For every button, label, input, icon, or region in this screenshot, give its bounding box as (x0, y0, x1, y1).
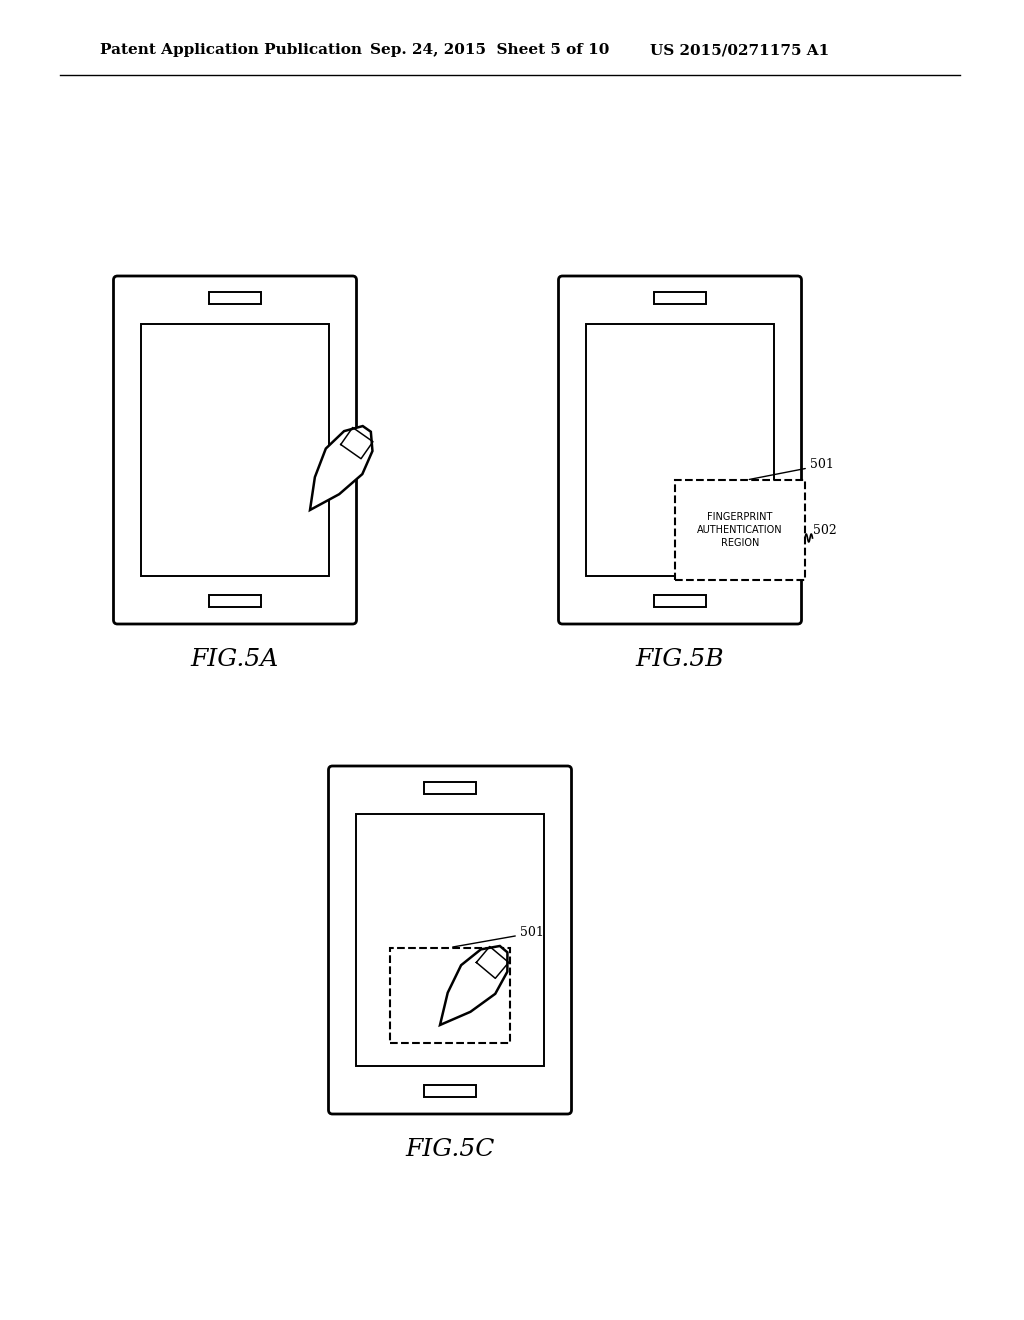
Bar (654, 595, 706, 607)
Bar (356, 814, 544, 1065)
Bar (424, 1085, 476, 1097)
Text: FIG.5B: FIG.5B (636, 648, 724, 672)
PathPatch shape (440, 946, 508, 1026)
Text: US 2015/0271175 A1: US 2015/0271175 A1 (650, 44, 829, 57)
Text: Sep. 24, 2015  Sheet 5 of 10: Sep. 24, 2015 Sheet 5 of 10 (370, 44, 609, 57)
FancyBboxPatch shape (114, 276, 356, 624)
Bar (424, 783, 476, 795)
FancyBboxPatch shape (329, 766, 571, 1114)
Text: Patent Application Publication: Patent Application Publication (100, 44, 362, 57)
Text: 501: 501 (520, 927, 544, 939)
Bar (390, 948, 510, 1043)
PathPatch shape (310, 426, 373, 510)
Bar (654, 293, 706, 305)
Bar (675, 480, 805, 579)
Bar (586, 325, 774, 576)
Bar (141, 325, 329, 576)
Bar (209, 293, 261, 305)
FancyBboxPatch shape (558, 276, 802, 624)
Text: FINGERPRINT
AUTHENTICATION
REGION: FINGERPRINT AUTHENTICATION REGION (697, 512, 782, 548)
Text: 501: 501 (810, 458, 834, 471)
Text: 502: 502 (812, 524, 837, 536)
Text: FIG.5A: FIG.5A (190, 648, 280, 672)
Text: FIG.5C: FIG.5C (406, 1138, 495, 1162)
Bar (209, 595, 261, 607)
